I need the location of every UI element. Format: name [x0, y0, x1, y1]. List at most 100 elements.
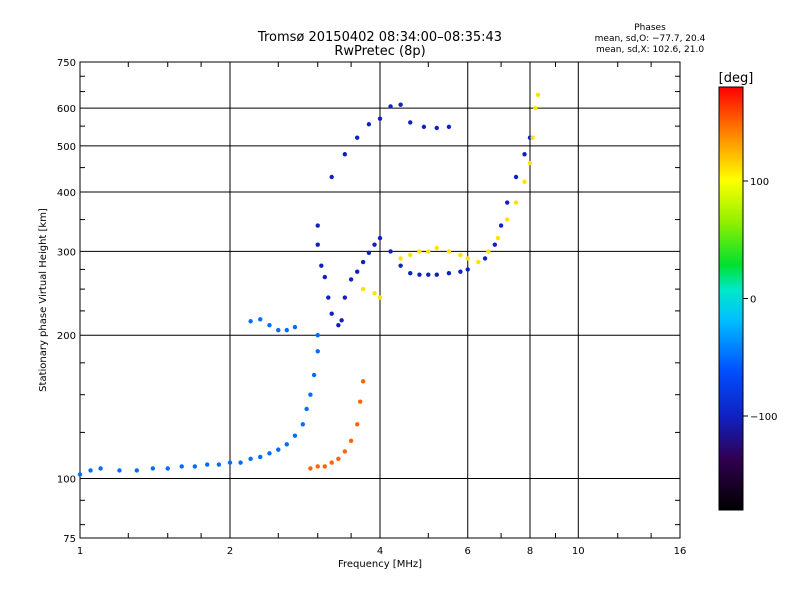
data-point: [465, 256, 470, 261]
data-point: [360, 379, 366, 384]
colorbar-tick-label: 100: [750, 177, 769, 188]
y-tick-labels: 75 100 200 300 400 500 600 750: [57, 58, 76, 545]
data-point: [458, 269, 463, 274]
data-point: [315, 349, 320, 354]
data-point: [495, 235, 501, 241]
data-point: [446, 124, 452, 130]
data-point: [258, 317, 263, 322]
colorbar-tick-label: 0: [750, 295, 756, 306]
data-point: [522, 179, 527, 185]
grid-lines: [80, 62, 680, 538]
data-point: [204, 462, 210, 467]
data-point: [504, 200, 510, 205]
y-axis-label: Stationary phase Virtual Height [km]: [38, 208, 49, 392]
phase-stats-x: mean, sd,X: 102.6, 21.0: [596, 45, 704, 55]
data-point: [366, 250, 372, 256]
phase-title: Phases: [634, 23, 666, 33]
data-point: [354, 269, 360, 274]
data-point: [398, 263, 403, 268]
data-point: [434, 245, 439, 251]
data-point: [276, 327, 281, 333]
data-point: [284, 442, 289, 447]
x-tick-labels: 1 2 4 6 8 10 16: [77, 546, 687, 557]
data-point: [267, 322, 272, 328]
data-point: [319, 263, 324, 268]
data-point: [398, 256, 403, 261]
data-point: [165, 466, 170, 471]
colorbar-tick-label: −100: [750, 412, 777, 423]
data-point: [315, 242, 320, 247]
data-point: [388, 249, 393, 254]
data-point: [258, 454, 263, 460]
data-point: [216, 462, 222, 467]
x-tick-label: 1: [77, 546, 83, 557]
data-point: [276, 447, 281, 452]
data-point: [329, 311, 334, 316]
data-points: [77, 92, 541, 477]
data-point: [248, 456, 253, 462]
data-point: [322, 274, 328, 280]
data-point: [248, 319, 253, 324]
x-tick-label: 6: [465, 546, 471, 557]
data-point: [513, 200, 519, 205]
data-point: [339, 318, 344, 323]
x-tick-label: 16: [674, 546, 687, 557]
data-point: [366, 122, 372, 127]
data-point: [426, 249, 431, 254]
data-point: [360, 259, 366, 265]
data-point: [465, 267, 470, 272]
y-tick-label: 400: [57, 188, 76, 199]
phase-stats-o: mean, sd,O: −77.7, 20.4: [595, 34, 706, 44]
data-point: [354, 422, 360, 427]
data-point: [377, 295, 383, 300]
data-point: [377, 116, 383, 121]
data-point: [342, 295, 348, 300]
x-axis-label: Frequency [MHz]: [338, 559, 422, 570]
y-tick-label: 300: [57, 247, 76, 258]
phase-colorbar: [718, 86, 744, 511]
colorbar-label: [deg]: [719, 71, 754, 86]
data-point: [308, 392, 313, 397]
data-point: [357, 399, 363, 404]
y-tick-label: 600: [57, 104, 76, 115]
data-point: [492, 242, 498, 247]
data-point: [238, 460, 243, 465]
data-point: [292, 324, 298, 330]
data-point: [179, 464, 184, 469]
data-point: [336, 456, 341, 462]
data-point: [227, 460, 233, 465]
data-point: [513, 174, 519, 180]
data-point: [482, 256, 488, 261]
data-point: [267, 451, 272, 456]
data-point: [348, 277, 354, 282]
x-tick-label: 2: [227, 546, 233, 557]
data-point: [192, 464, 198, 469]
data-point: [322, 464, 328, 469]
data-point: [434, 125, 439, 131]
data-point: [417, 272, 422, 277]
data-point: [292, 433, 298, 438]
data-point: [342, 449, 348, 454]
data-point: [88, 468, 93, 473]
data-point: [315, 223, 320, 228]
data-point: [388, 104, 393, 109]
data-point: [134, 468, 139, 473]
data-point: [421, 124, 427, 130]
data-point: [417, 249, 422, 254]
data-point: [150, 466, 156, 471]
data-point: [77, 472, 83, 477]
data-point: [527, 160, 533, 166]
data-point: [372, 291, 377, 296]
data-point: [434, 272, 439, 277]
data-point: [360, 286, 366, 292]
data-point: [377, 235, 383, 241]
x-tick-label: 10: [572, 546, 585, 557]
data-point: [304, 406, 309, 412]
data-point: [315, 333, 320, 338]
data-point: [476, 259, 481, 265]
data-point: [530, 135, 535, 140]
data-point: [446, 271, 452, 276]
data-point: [326, 295, 331, 300]
data-point: [308, 466, 313, 471]
